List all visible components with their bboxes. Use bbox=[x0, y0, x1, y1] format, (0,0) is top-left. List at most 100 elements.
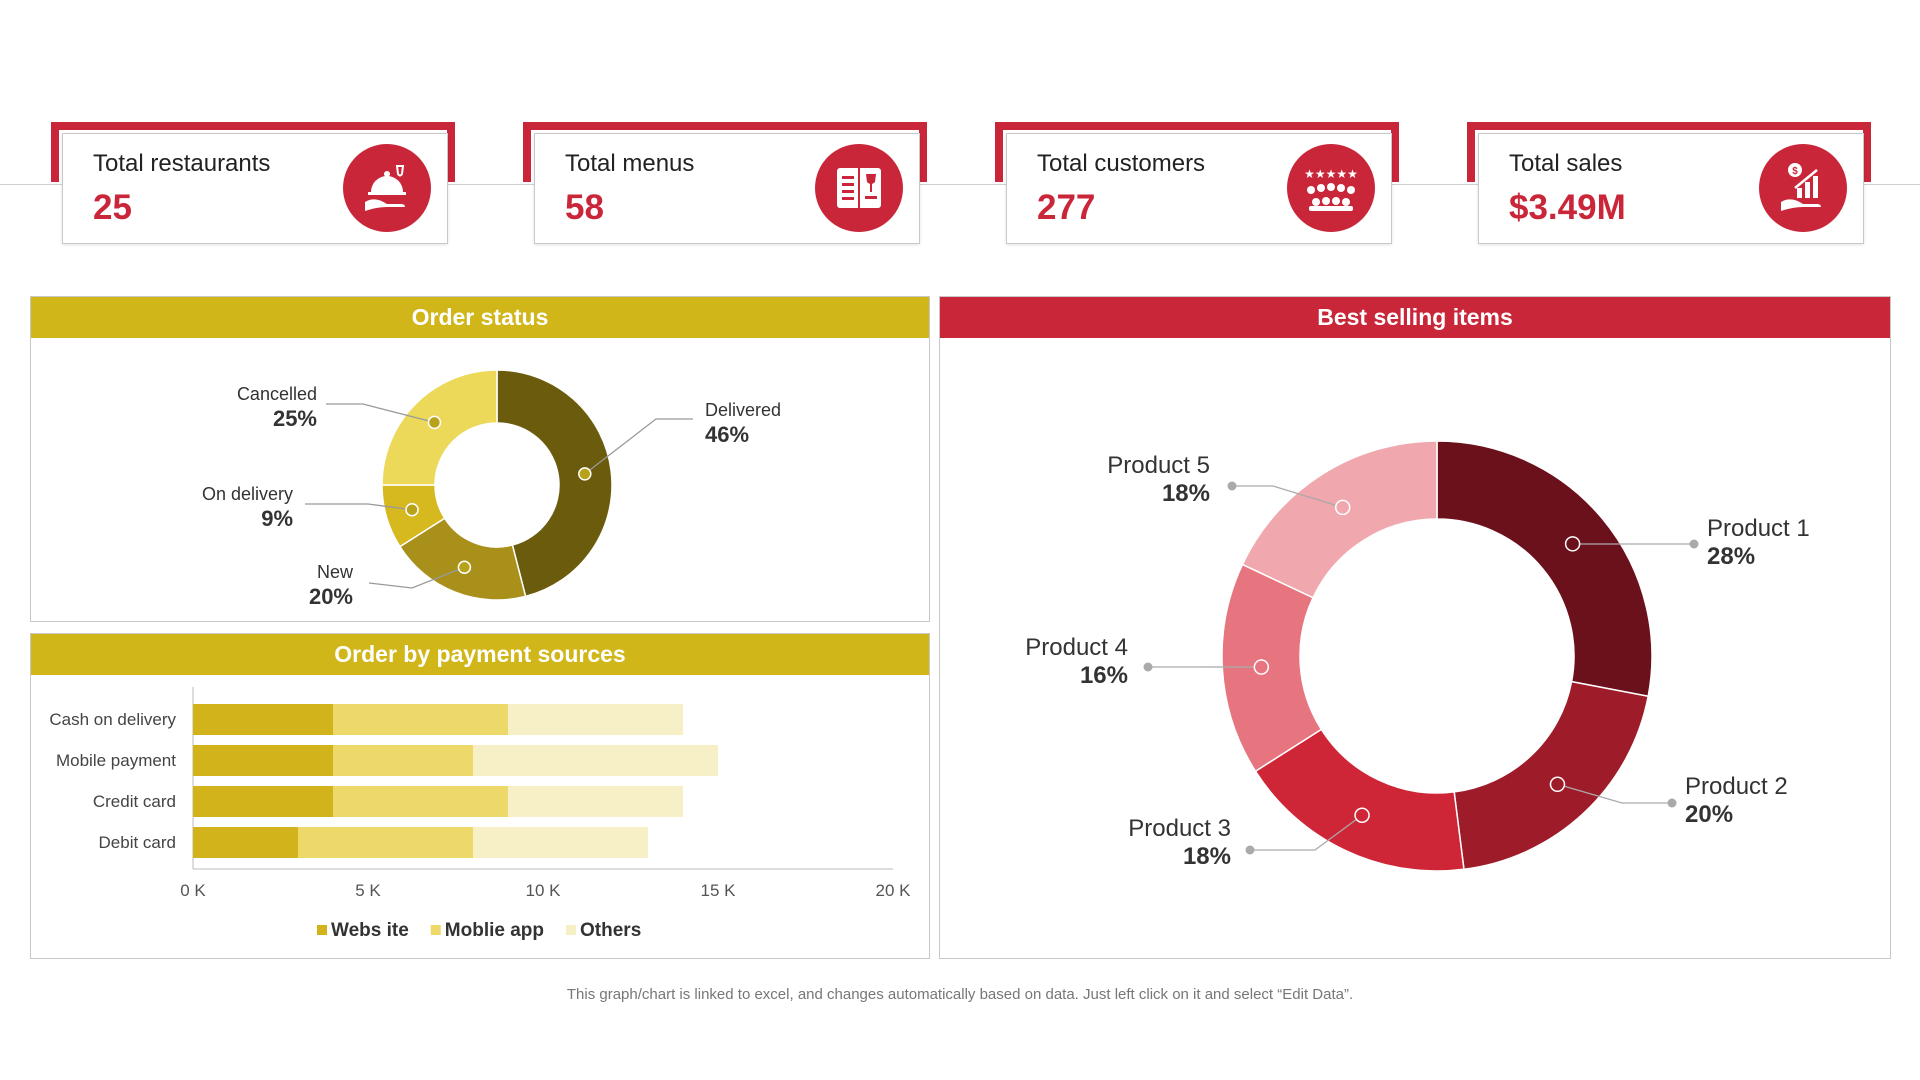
bar-mobile-payment-moblie-app bbox=[333, 745, 473, 776]
callout-line-product-2 bbox=[1557, 783, 1672, 804]
callout-line-delivered bbox=[584, 418, 693, 475]
kpi-card-body: Total customers 277 ★★★★★ bbox=[1006, 133, 1392, 244]
slice-label-cancelled: Cancelled bbox=[237, 384, 317, 404]
category-label-credit-card: Credit card bbox=[93, 792, 176, 811]
x-tick-label: 15 K bbox=[701, 881, 737, 900]
callout-dot-on-delivery bbox=[405, 502, 419, 517]
kpi-frame bbox=[523, 122, 927, 182]
order-status-panel: Order status Delivered 46% New 20% On delive… bbox=[30, 296, 930, 622]
best-selling-chart: Product 128%Product 220%Product 318%Prod… bbox=[1025, 440, 1810, 872]
donut-slice-delivered bbox=[496, 369, 613, 598]
callout-end-dot-product-4 bbox=[1143, 662, 1153, 672]
kpi-title: Total customers bbox=[1037, 150, 1206, 177]
kpi-value: 277 bbox=[1037, 188, 1096, 227]
kpi-card-body: Total sales $3.49M $ bbox=[1478, 133, 1864, 244]
category-label-cash-on-delivery: Cash on delivery bbox=[49, 710, 176, 729]
callout-line-cancelled bbox=[326, 403, 435, 424]
restaurant-service-icon bbox=[343, 144, 431, 232]
slice-label-new: New bbox=[317, 562, 354, 582]
kpi-value: 58 bbox=[565, 188, 604, 227]
callout-dot-product-5 bbox=[1334, 499, 1351, 516]
slice-label-product-3: Product 3 bbox=[1128, 815, 1231, 842]
slice-value-new: 20% bbox=[309, 584, 353, 609]
slice-value-product-4: 16% bbox=[1080, 662, 1128, 689]
callout-dot-delivered bbox=[578, 467, 592, 481]
callout-dot-new bbox=[457, 560, 472, 575]
legend-swatch-others bbox=[566, 925, 577, 935]
donut-slice-new bbox=[398, 517, 527, 601]
donut-slice-cancelled bbox=[381, 369, 498, 486]
slice-label-product-4: Product 4 bbox=[1025, 634, 1128, 661]
customers-rating-icon: ★★★★★ bbox=[1287, 144, 1375, 232]
legend-label-moblie-app: Moblie app bbox=[445, 920, 544, 941]
kpi-card-customers: Total customers 277 ★★★★★ bbox=[995, 122, 1399, 246]
kpi-value: 25 bbox=[93, 188, 132, 227]
callout-dot-cancelled bbox=[427, 415, 442, 430]
callout-dot-product-1 bbox=[1564, 536, 1581, 552]
donut-slice-product-2 bbox=[1453, 680, 1650, 871]
kpi-frame bbox=[51, 122, 455, 182]
slice-label-product-1: Product 1 bbox=[1707, 515, 1810, 542]
kpi-card-body: Total restaurants 25 bbox=[62, 133, 448, 244]
category-label-debit-card: Debit card bbox=[99, 833, 176, 852]
payment-sources-header: Order by payment sources bbox=[31, 634, 929, 675]
callout-end-dot-product-3 bbox=[1245, 845, 1255, 855]
bar-debit-card-moblie-app bbox=[298, 827, 473, 858]
legend-label-others: Others bbox=[580, 920, 641, 941]
bar-cash-on-delivery-moblie-app bbox=[333, 704, 508, 735]
legend-swatch-webs-ite bbox=[317, 925, 327, 935]
callout-line-new bbox=[368, 566, 465, 589]
bar-credit-card-moblie-app bbox=[333, 786, 508, 817]
callout-end-dot-product-5 bbox=[1227, 481, 1237, 491]
slice-value-on-delivery: 9% bbox=[261, 506, 293, 531]
payment-sources-chart: Cash on delivery Mobile payment Credit car… bbox=[49, 687, 912, 941]
kpi-title: Total restaurants bbox=[93, 150, 271, 177]
slice-label-product-2: Product 2 bbox=[1685, 773, 1788, 800]
slice-value-product-5: 18% bbox=[1162, 480, 1210, 507]
slice-label-delivered: Delivered bbox=[705, 400, 781, 420]
bar-mobile-payment-others bbox=[473, 745, 718, 776]
kpi-frame bbox=[995, 122, 1399, 182]
svg-text:$: $ bbox=[1792, 166, 1798, 177]
bar-cash-on-delivery-webs-ite bbox=[193, 704, 333, 735]
callout-dot-product-4 bbox=[1253, 659, 1270, 675]
kpi-title: Total sales bbox=[1509, 150, 1623, 177]
bar-mobile-payment-webs-ite bbox=[193, 745, 333, 776]
slice-label-product-5: Product 5 bbox=[1107, 452, 1210, 479]
best-selling-header: Best selling items bbox=[940, 297, 1890, 338]
x-tick-label: 20 K bbox=[876, 881, 912, 900]
callout-dot-product-3 bbox=[1354, 807, 1370, 823]
kpi-card-sales: Total sales $3.49M $ bbox=[1467, 122, 1871, 246]
kpi-card-body: Total menus 58 bbox=[534, 133, 920, 244]
bar-debit-card-others bbox=[473, 827, 648, 858]
slice-label-on-delivery: On delivery bbox=[202, 484, 293, 504]
callout-end-dot-product-2 bbox=[1667, 798, 1677, 808]
order-status-header: Order status bbox=[31, 297, 929, 338]
best-selling-panel: Best selling items Product 1 28% Product 2… bbox=[939, 296, 1891, 959]
kpi-card-restaurants: Total restaurants 25 bbox=[51, 122, 455, 246]
legend-label-webs-ite: Webs ite bbox=[331, 920, 409, 941]
menu-book-icon bbox=[815, 144, 903, 232]
donut-slice-product-1 bbox=[1436, 440, 1653, 698]
svg-text:★★★★★: ★★★★★ bbox=[1304, 167, 1358, 181]
slice-value-cancelled: 25% bbox=[273, 406, 317, 431]
slice-value-delivered: 46% bbox=[705, 422, 749, 447]
kpi-value: $3.49M bbox=[1509, 188, 1626, 227]
callout-line-product-3 bbox=[1250, 814, 1363, 851]
bar-credit-card-webs-ite bbox=[193, 786, 333, 817]
footnote: This graph/chart is linked to excel, and… bbox=[566, 986, 1354, 1003]
slice-value-product-2: 20% bbox=[1685, 801, 1733, 828]
kpi-title: Total menus bbox=[565, 150, 695, 177]
callout-line-on-delivery bbox=[305, 503, 413, 511]
callout-end-dot-product-1 bbox=[1689, 539, 1699, 549]
category-label-mobile-payment: Mobile payment bbox=[56, 751, 176, 770]
header-divider-line bbox=[0, 184, 1920, 185]
x-tick-label: 5 K bbox=[355, 881, 381, 900]
x-tick-label: 0 K bbox=[180, 881, 206, 900]
x-tick-label: 10 K bbox=[526, 881, 562, 900]
callout-dot-product-2 bbox=[1549, 776, 1566, 793]
sales-growth-icon: $ bbox=[1759, 144, 1847, 232]
bar-debit-card-webs-ite bbox=[193, 827, 298, 858]
legend-swatch-moblie-app bbox=[430, 925, 441, 935]
